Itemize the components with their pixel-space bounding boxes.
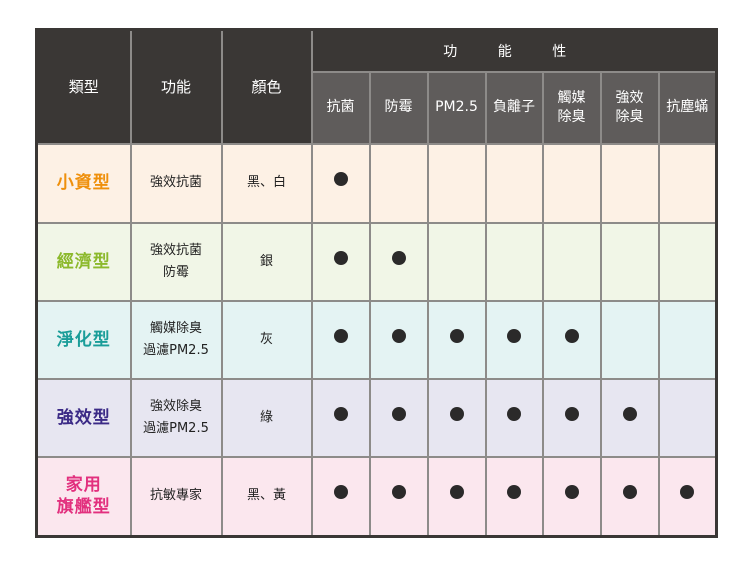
feature-cell	[657, 299, 718, 380]
product-color: 銀	[220, 221, 313, 302]
feature-cell	[541, 221, 602, 302]
product-type: 強效型	[35, 377, 132, 458]
table-row: 小資型 強效抗菌 黑、白	[35, 142, 718, 224]
feature-cell	[599, 221, 660, 302]
check-dot-icon	[449, 485, 464, 500]
feature-cell	[368, 377, 429, 458]
feature-cell	[657, 142, 718, 224]
feature-cell	[541, 455, 602, 538]
product-type: 淨化型	[35, 299, 132, 380]
check-dot-icon	[333, 406, 348, 421]
table-row: 強效型 強效除臭 過濾PM2.5 綠	[35, 377, 718, 458]
feature-cell	[484, 221, 544, 302]
product-type: 小資型	[35, 142, 132, 224]
feature-cell	[310, 377, 371, 458]
product-type: 家用 旗艦型	[35, 455, 132, 538]
feature-cell	[368, 455, 429, 538]
check-dot-icon	[564, 328, 579, 343]
feature-cell	[484, 142, 544, 224]
product-color: 綠	[220, 377, 313, 458]
check-dot-icon	[333, 328, 348, 343]
product-color: 黑、黃	[220, 455, 313, 538]
check-dot-icon	[391, 406, 406, 421]
check-dot-icon	[622, 485, 637, 500]
feature-cell	[426, 299, 487, 380]
check-dot-icon	[622, 406, 637, 421]
feature-cell	[310, 455, 371, 538]
feature-cell	[484, 377, 544, 458]
product-type: 經濟型	[35, 221, 132, 302]
feature-cell	[426, 142, 487, 224]
feature-cell	[599, 455, 660, 538]
check-dot-icon	[333, 172, 348, 186]
product-color: 黑、白	[220, 142, 313, 224]
table-row: 淨化型 觸媒除臭 過濾PM2.5 灰	[35, 299, 718, 380]
header-color: 顏色	[220, 28, 313, 145]
check-dot-icon	[680, 485, 695, 500]
check-dot-icon	[507, 485, 521, 500]
check-dot-icon	[564, 406, 579, 421]
feature-cell	[310, 221, 371, 302]
header-feature: 抗菌	[310, 70, 371, 145]
check-dot-icon	[391, 485, 406, 500]
header-feature: 抗塵蟎	[657, 70, 718, 145]
feature-cell	[599, 142, 660, 224]
header-feature: PM2.5	[426, 70, 487, 145]
feature-cell	[657, 221, 718, 302]
header-type: 類型	[35, 28, 132, 145]
feature-cell	[599, 299, 660, 380]
check-dot-icon	[507, 328, 521, 343]
feature-cell	[368, 221, 429, 302]
feature-cell	[426, 377, 487, 458]
feature-cell	[599, 377, 660, 458]
feature-cell	[426, 221, 487, 302]
feature-cell	[484, 299, 544, 380]
product-color: 灰	[220, 299, 313, 380]
check-dot-icon	[507, 406, 521, 421]
table-row: 家用 旗艦型 抗敏專家 黑、黃	[35, 455, 718, 538]
feature-cell	[541, 377, 602, 458]
header-feature: 觸媒 除臭	[541, 70, 602, 145]
product-function: 強效抗菌	[129, 142, 223, 224]
check-dot-icon	[333, 250, 348, 265]
header-feature: 強效 除臭	[599, 70, 660, 145]
feature-cell	[541, 142, 602, 224]
product-function: 觸媒除臭 過濾PM2.5	[129, 299, 223, 380]
product-function: 強效抗菌 防霉	[129, 221, 223, 302]
feature-cell	[657, 455, 718, 538]
feature-cell	[310, 142, 371, 224]
header-feature: 防霉	[368, 70, 429, 145]
product-comparison-table: 類型 功能 顏色 功 能 性 抗菌 防霉 PM2.5 負離子 觸媒 除臭 強效 除臭 抗塵蟎…	[35, 28, 718, 538]
check-dot-icon	[391, 250, 406, 265]
feature-cell	[657, 377, 718, 458]
product-function: 強效除臭 過濾PM2.5	[129, 377, 223, 458]
feature-cell	[310, 299, 371, 380]
check-dot-icon	[333, 485, 348, 500]
feature-cell	[368, 142, 429, 224]
check-dot-icon	[391, 328, 406, 343]
header-feature-group: 功 能 性	[310, 28, 718, 73]
check-dot-icon	[564, 485, 579, 500]
feature-cell	[368, 299, 429, 380]
table-row: 經濟型 強效抗菌 防霉銀	[35, 221, 718, 302]
feature-cell	[484, 455, 544, 538]
feature-cell	[426, 455, 487, 538]
check-dot-icon	[449, 328, 464, 343]
header-function: 功能	[129, 28, 223, 145]
product-function: 抗敏專家	[129, 455, 223, 538]
check-dot-icon	[449, 406, 464, 421]
header-feature: 負離子	[484, 70, 544, 145]
feature-cell	[541, 299, 602, 380]
